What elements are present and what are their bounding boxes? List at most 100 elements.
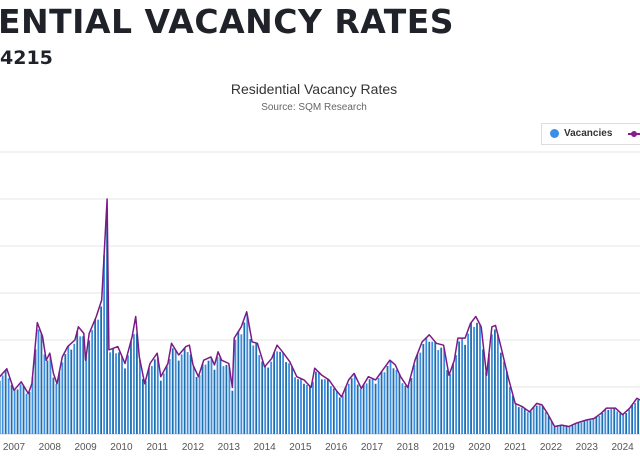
vacancy-bar [141,378,144,434]
vacancy-bar [559,425,562,434]
vacancy-bar [264,366,267,434]
vacancy-bar [323,379,326,434]
x-tick-label: 2010 [110,442,133,453]
legend-vacancies-label[interactable]: Vacancies [564,128,613,139]
vacancy-bar [255,342,258,434]
vacancy-bar [243,322,246,434]
vacancy-bar [502,361,505,434]
vacancy-bar [55,383,58,434]
vacancy-bar [168,359,171,434]
vacancy-bar [541,405,544,434]
vacancy-bar [335,391,338,434]
x-tick-label: 2013 [218,442,241,453]
vacancy-bar [186,352,189,434]
vacancy-bar [231,390,234,434]
vacancy-bar [386,365,389,434]
vacancy-bar [622,414,625,434]
x-tick-label: 2016 [325,442,348,453]
vacancy-bar [619,413,622,434]
vacancy-bar [109,352,111,434]
vacancy-bar [88,340,91,434]
vacancy-bar [234,339,237,434]
vacancy-bar [550,420,553,434]
vacancy-bar [470,322,472,434]
vacancy-bar [106,215,108,434]
vacancy-bar [240,334,243,434]
vacancy-bar [40,333,43,434]
vacancy-bar [58,371,61,434]
vacancy-bar [10,384,13,434]
x-tick-label: 2018 [397,442,420,453]
vacancy-bar [449,374,452,434]
vacancy-bar [252,345,255,434]
vacancy-bar [443,348,446,434]
vacancy-bar [285,362,287,434]
vacancy-bar [625,413,628,434]
vacancy-bar [273,352,276,434]
vacancy-bar [204,364,207,434]
vacancy-bar [610,409,613,434]
vacancy-bar [494,329,496,434]
vacancy-bar [130,341,132,434]
vacancy-bar [133,334,135,434]
vacancy-bar [210,358,213,434]
vacancy-bar [437,350,440,434]
vacancy-bar [422,343,425,434]
vacancy-bar [395,369,398,434]
vacancy-bar [499,352,502,434]
vacancy-bar [52,377,55,434]
vacancy-bar [279,351,282,434]
vacancy-bar [508,386,511,434]
vacancy-bar [97,319,100,434]
vacancy-bar [237,331,240,434]
vacancy-bar [526,412,529,434]
vacancy-bar [416,354,419,434]
x-tick-label: 2007 [3,442,26,453]
vacancy-bar [16,389,19,434]
vacancy-bar [464,344,466,434]
vacancy-bar [76,331,79,434]
vacancy-bar [79,336,82,434]
vacancy-bar [410,378,413,434]
vacancy-bar [189,354,192,434]
vacancy-bar [249,339,252,434]
vacancy-bar [34,349,37,434]
vacancy-bar [288,363,290,434]
vacancy-bar [413,364,416,434]
vacancy-bar [362,384,365,434]
x-tick-label: 2012 [182,442,205,453]
vacancy-bar [359,388,362,434]
vacancy-bar [574,423,577,434]
legend-line-dot-icon [631,131,637,137]
x-tick-label: 2011 [146,442,168,453]
vacancy-bar [347,383,350,434]
vacancy-bar [517,407,520,434]
vacancy-bar [392,368,395,434]
vacancy-bar [389,360,392,434]
vacancy-bar [407,385,410,434]
vacancy-bar [434,341,437,434]
vacancy-bar [291,366,293,434]
vacancy-bar [404,385,407,434]
vacancy-bar [556,426,559,434]
vacancy-bar [100,306,103,434]
vacancy-bar [446,370,449,434]
vacancy-bar [535,405,538,434]
vacancy-bar [479,324,481,434]
vacancy-bar [156,357,159,434]
vacancy-bar [136,333,138,434]
vacancy-bar [473,326,475,434]
vacancy-bar [147,367,150,434]
vacancy-bar [553,427,556,434]
vacancy-bar [562,426,565,434]
chart-legend[interactable]: Vacancies [541,123,640,145]
vacancy-bar [491,334,493,434]
vacancy-bar [523,408,526,434]
vacancy-bar [583,421,586,434]
vacancy-bar [174,350,177,434]
vacancy-bar [380,371,383,434]
vacancy-bar [356,384,359,434]
vacancy-bar [4,370,7,434]
vacancy-bar [398,374,401,434]
vacancy-bar [19,384,22,434]
